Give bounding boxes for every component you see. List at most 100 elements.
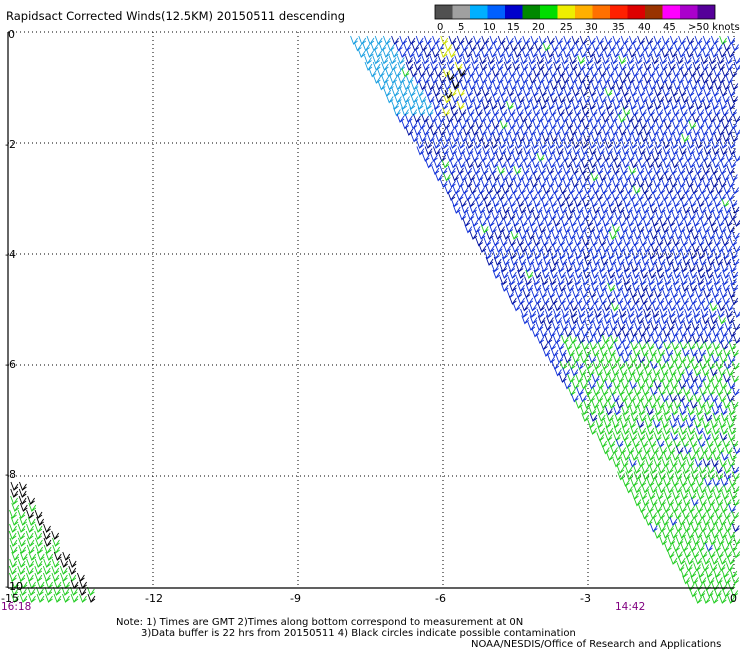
wind-barb bbox=[598, 68, 607, 78]
wind-barb bbox=[603, 419, 612, 429]
wind-barb bbox=[626, 126, 635, 136]
wind-barb bbox=[547, 328, 556, 338]
wind-barb bbox=[528, 61, 537, 71]
y-tick-label: -4 bbox=[5, 248, 16, 261]
wind-barb bbox=[364, 61, 373, 71]
wind-barb bbox=[503, 113, 512, 123]
wind-barb bbox=[385, 68, 393, 78]
wind-barb bbox=[558, 81, 567, 91]
wind-barb bbox=[462, 55, 471, 65]
wind-barb bbox=[399, 100, 408, 110]
wind-barb bbox=[731, 484, 740, 494]
wind-barb bbox=[717, 74, 726, 84]
wind-barb bbox=[475, 94, 484, 104]
wind-barb bbox=[576, 230, 584, 240]
wind-barb bbox=[713, 198, 721, 208]
wind-barb bbox=[505, 224, 514, 234]
wind-barb bbox=[45, 551, 54, 561]
wind-barb bbox=[722, 399, 731, 409]
wind-barb bbox=[699, 497, 707, 507]
wind-barb bbox=[439, 48, 448, 58]
wind-barb bbox=[493, 204, 502, 214]
wind-barb bbox=[527, 321, 536, 331]
wind-barb bbox=[686, 35, 695, 45]
wind-barb bbox=[533, 282, 542, 292]
wind-barb bbox=[382, 48, 391, 58]
wind-barb bbox=[614, 276, 623, 286]
wind-barb bbox=[607, 133, 616, 143]
wind-barb bbox=[421, 126, 430, 136]
wind-barb bbox=[573, 211, 582, 221]
wind-barb bbox=[446, 71, 455, 81]
wind-barb bbox=[727, 380, 736, 390]
wind-barb bbox=[468, 133, 476, 143]
wind-barb bbox=[385, 94, 394, 104]
wind-barb bbox=[726, 224, 735, 234]
wind-barb bbox=[635, 302, 644, 312]
wind-barb bbox=[401, 120, 410, 130]
wind-barb bbox=[592, 230, 601, 240]
wind-barb bbox=[563, 380, 572, 390]
wind-barb bbox=[614, 263, 622, 273]
wind-barb bbox=[543, 230, 552, 240]
wind-barb bbox=[616, 256, 625, 266]
wind-barb bbox=[27, 495, 35, 505]
wind-barb bbox=[536, 308, 545, 318]
wind-barb bbox=[569, 308, 578, 318]
wind-barb bbox=[573, 276, 582, 286]
wind-barb bbox=[553, 61, 561, 71]
wind-barb bbox=[528, 308, 537, 318]
wind-barb bbox=[711, 380, 719, 390]
wind-barb bbox=[664, 282, 673, 292]
legend-label: 30 bbox=[585, 22, 598, 33]
wind-barb bbox=[500, 250, 509, 260]
wind-barb bbox=[713, 68, 721, 78]
wind-barb bbox=[633, 497, 642, 507]
wind-barb bbox=[641, 497, 650, 507]
wind-barb bbox=[544, 308, 553, 318]
wind-barb bbox=[620, 178, 629, 188]
wind-barb bbox=[692, 61, 701, 71]
wind-barb bbox=[728, 146, 736, 156]
wind-barb bbox=[612, 224, 620, 234]
wind-barb bbox=[506, 100, 514, 110]
wind-barb bbox=[530, 224, 538, 234]
wind-barb bbox=[714, 42, 723, 52]
wind-barb bbox=[661, 529, 670, 539]
wind-barb bbox=[664, 269, 673, 279]
legend-swatch bbox=[662, 5, 680, 19]
wind-barb bbox=[508, 282, 517, 292]
wind-barb bbox=[499, 68, 508, 78]
wind-barb bbox=[620, 100, 629, 110]
wind-barb bbox=[34, 565, 43, 575]
wind-barb bbox=[640, 81, 649, 91]
wind-barb bbox=[597, 425, 606, 435]
wind-barb bbox=[571, 35, 580, 45]
wind-barb bbox=[732, 243, 740, 253]
wind-barb bbox=[487, 61, 496, 71]
wind-barb bbox=[703, 406, 712, 416]
wind-barb bbox=[621, 354, 629, 364]
wind-barb bbox=[17, 509, 26, 519]
wind-barb bbox=[727, 406, 736, 416]
wind-barb bbox=[448, 139, 457, 149]
wind-barb bbox=[547, 146, 556, 156]
wind-barb bbox=[506, 139, 515, 149]
wind-barb bbox=[717, 61, 725, 71]
wind-barb bbox=[646, 146, 654, 156]
wind-barb bbox=[52, 544, 61, 554]
wind-barb bbox=[520, 61, 529, 71]
wind-barb bbox=[653, 224, 661, 234]
wind-barb bbox=[620, 48, 628, 58]
wind-barb bbox=[537, 315, 546, 325]
wind-barb bbox=[645, 100, 654, 110]
wind-barb bbox=[702, 48, 710, 58]
wind-barb bbox=[697, 172, 705, 182]
wind-barb bbox=[703, 425, 712, 435]
wind-barb bbox=[654, 146, 663, 156]
wind-barb bbox=[592, 204, 600, 214]
wind-barb bbox=[708, 243, 716, 253]
wind-barb bbox=[425, 120, 434, 130]
wind-barb bbox=[609, 321, 618, 331]
